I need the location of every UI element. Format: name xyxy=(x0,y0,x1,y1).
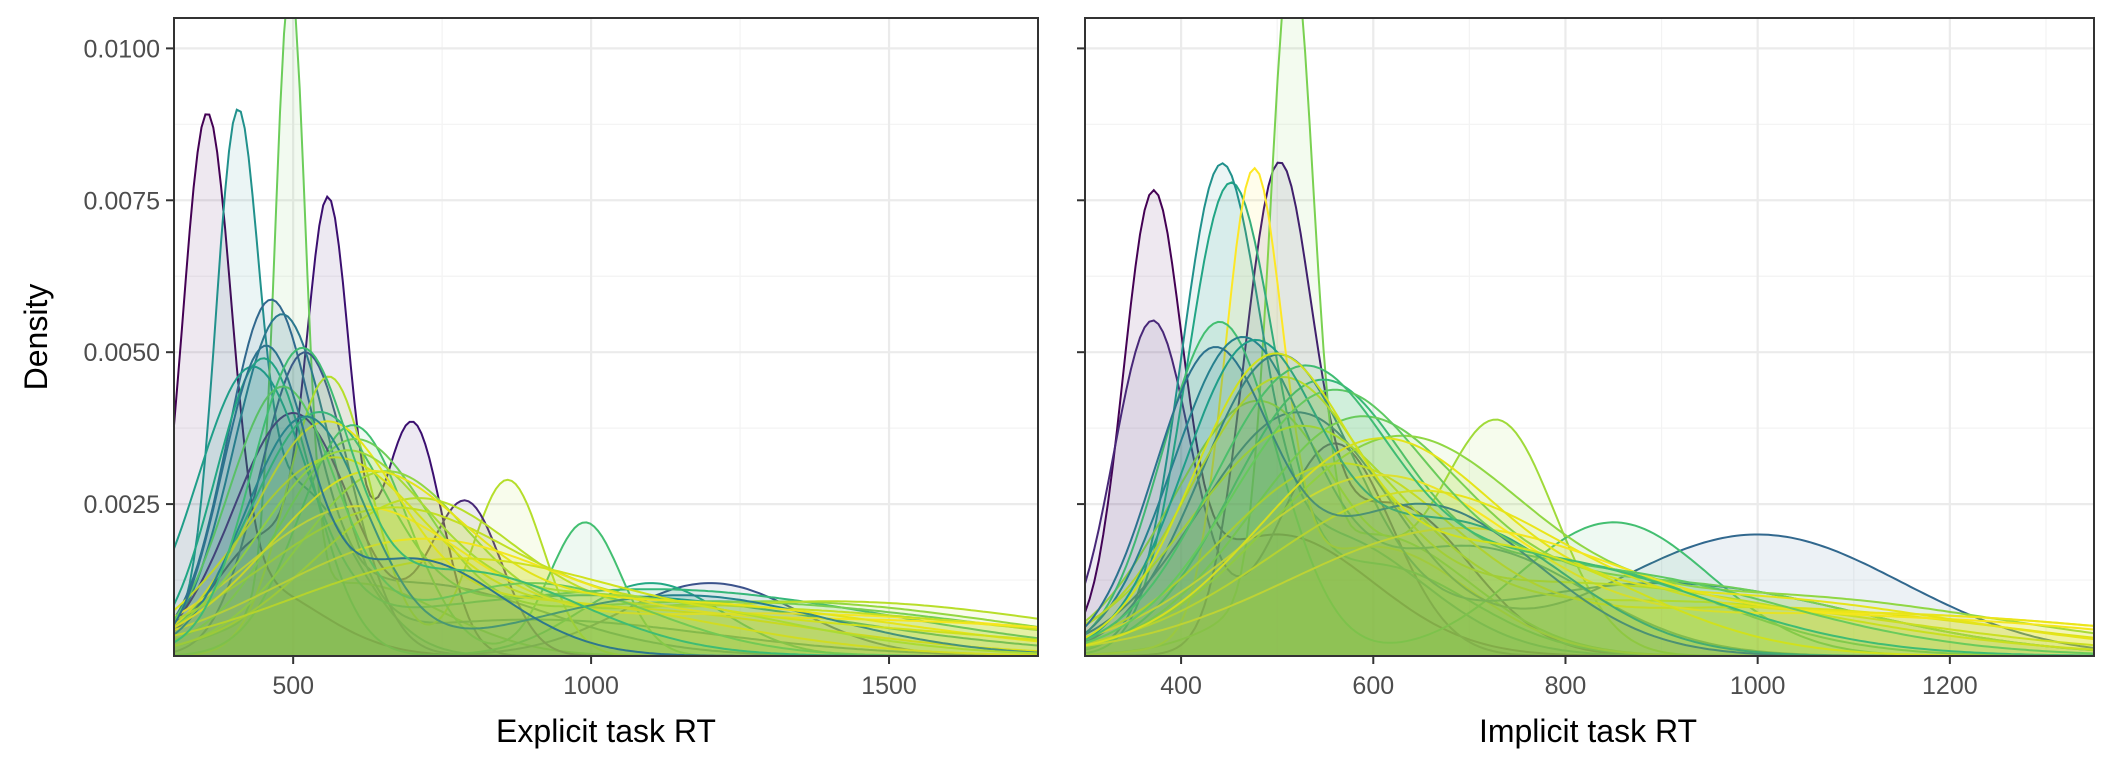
x-tick-label: 1000 xyxy=(1730,672,1786,700)
x-tick-label: 1000 xyxy=(563,672,619,700)
density-area-22 xyxy=(174,416,1038,656)
density-area-11 xyxy=(1085,337,2094,656)
density-line-8 xyxy=(174,375,1038,656)
density-line-20 xyxy=(174,537,1038,631)
density-area-21 xyxy=(174,386,1038,656)
density-line-25 xyxy=(1085,364,2094,656)
density-area-25 xyxy=(1085,365,2094,656)
density-line-20 xyxy=(1085,527,2094,647)
density-area-6 xyxy=(174,352,1038,656)
density-area-12 xyxy=(174,412,1038,656)
density-area-24 xyxy=(174,470,1038,656)
density-area-12 xyxy=(1085,379,2094,656)
density-line-0 xyxy=(174,113,1038,656)
density-line-15 xyxy=(1085,424,2094,647)
density-line-17 xyxy=(174,505,1038,629)
density-line-24 xyxy=(174,469,1038,643)
x-axis-title-explicit: Explicit task RT xyxy=(496,713,716,749)
density-line-21 xyxy=(1085,346,2094,656)
density-line-19 xyxy=(174,506,1038,631)
density-area-8 xyxy=(1085,400,2094,656)
density-area-26 xyxy=(174,345,1038,656)
density-line-23 xyxy=(174,449,1038,655)
x-tick-label: 800 xyxy=(1545,672,1587,700)
density-line-4 xyxy=(1085,181,2094,656)
density-line-26 xyxy=(1085,352,2094,656)
density-area-24 xyxy=(1085,438,2094,656)
density-area-21 xyxy=(1085,347,2094,656)
density-curves xyxy=(1085,18,2094,656)
x-tick-label: 1500 xyxy=(861,672,917,700)
density-area-14 xyxy=(1085,435,2094,656)
density-area-27 xyxy=(174,347,1038,656)
density-line-8 xyxy=(1085,399,2094,656)
x-tick-label: 400 xyxy=(1160,672,1202,700)
density-area-13 xyxy=(1085,416,2094,656)
y-axis-title: Density xyxy=(18,284,54,391)
density-area-1 xyxy=(1085,320,2094,656)
density-line-2 xyxy=(1085,161,2094,656)
density-line-26 xyxy=(174,344,1038,656)
x-tick-label: 600 xyxy=(1352,672,1394,700)
x-tick-label: 500 xyxy=(272,672,314,700)
y-tick-label: 0.0025 xyxy=(84,491,160,519)
density-area-2 xyxy=(174,109,1038,656)
x-tick-label: 1200 xyxy=(1922,672,1978,700)
density-line-6 xyxy=(1085,166,2094,656)
density-line-5 xyxy=(1085,162,2094,656)
density-area-22 xyxy=(1085,339,2094,656)
density-curves xyxy=(174,18,1038,656)
density-area-2 xyxy=(1085,162,2094,656)
y-tick-label: 0.0100 xyxy=(84,35,160,63)
density-area-19 xyxy=(1085,377,2094,656)
density-line-5 xyxy=(174,313,1038,656)
density-area-23 xyxy=(1085,389,2094,656)
density-area-23 xyxy=(174,450,1038,656)
density-line-25 xyxy=(174,557,1038,641)
density-line-18 xyxy=(174,420,1038,656)
implicit-task-panel: 400 600 800 1000 1200 xyxy=(1077,17,2095,700)
density-line-9 xyxy=(174,424,1038,656)
density-line-6 xyxy=(174,351,1038,656)
y-tick-label: 0.0050 xyxy=(84,339,160,367)
density-line-23 xyxy=(1085,388,2094,655)
density-area-16 xyxy=(1085,463,2094,656)
density-area-17 xyxy=(1085,475,2094,656)
density-line-14 xyxy=(1085,434,2094,647)
explicit-task-panel: 500 1000 1500 0.0025 0.0050 0.0075 0.0100 xyxy=(84,17,1039,700)
density-area-4 xyxy=(174,299,1038,656)
density-line-15 xyxy=(174,497,1038,647)
density-line-22 xyxy=(1085,338,2094,656)
y-tick-label: 0.0075 xyxy=(84,187,160,215)
density-line-14 xyxy=(174,470,1038,648)
panel-border xyxy=(173,17,1039,657)
density-line-1 xyxy=(174,194,1038,656)
panel-border xyxy=(1084,17,2095,657)
density-area-5 xyxy=(1085,163,2094,656)
density-area-7 xyxy=(1085,412,2094,656)
density-area-13 xyxy=(174,438,1038,656)
density-area-25 xyxy=(174,558,1038,656)
density-area-26 xyxy=(1085,353,2094,656)
density-area-6 xyxy=(1085,168,2094,656)
x-axis-title-implicit: Implicit task RT xyxy=(1479,713,1697,749)
density-area-10 xyxy=(174,413,1038,656)
density-area-10 xyxy=(1085,354,2094,656)
density-line-22 xyxy=(174,415,1038,654)
density-area-18 xyxy=(174,421,1038,656)
density-line-24 xyxy=(1085,437,2094,647)
